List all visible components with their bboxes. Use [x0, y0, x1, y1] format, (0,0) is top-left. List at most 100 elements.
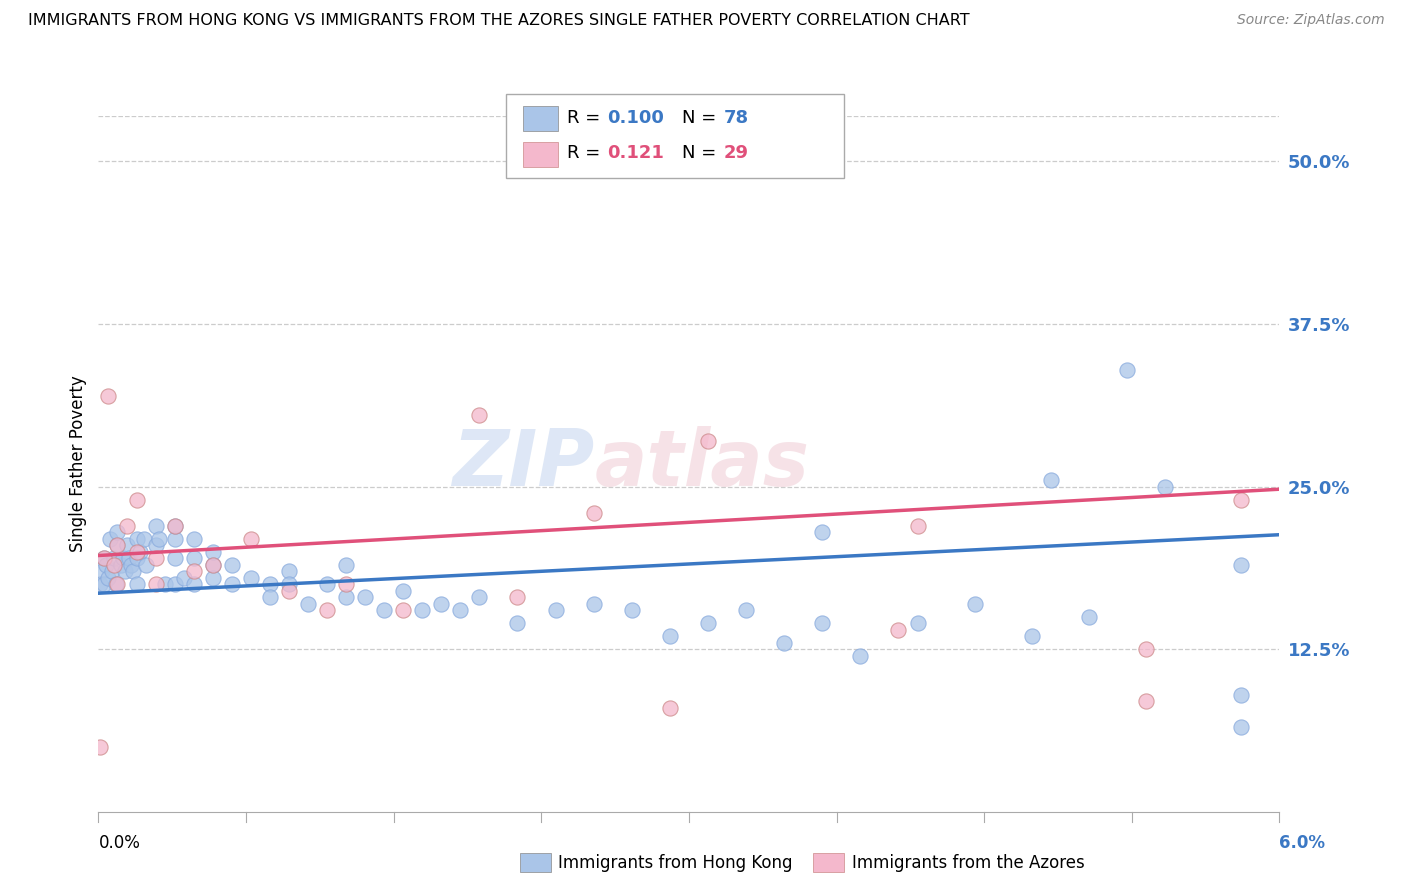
Point: [107, 525, 129, 540]
Point: [1154, 480, 1177, 494]
Point: [201, 558, 224, 572]
Point: [1039, 473, 1062, 487]
Text: N =: N =: [682, 145, 716, 162]
Point: [107, 577, 129, 591]
Point: [183, 577, 205, 591]
Point: [112, 551, 135, 566]
Point: [1135, 694, 1157, 708]
Point: [335, 558, 357, 572]
Point: [97, 388, 120, 402]
Point: [148, 532, 170, 546]
Point: [183, 564, 205, 578]
Point: [449, 603, 471, 617]
Text: ZIP: ZIP: [453, 425, 595, 502]
Point: [125, 544, 148, 558]
Point: [1021, 629, 1043, 643]
Text: 29: 29: [724, 145, 749, 162]
Point: [259, 577, 281, 591]
Point: [104, 577, 127, 591]
Point: [103, 551, 125, 566]
Point: [887, 623, 910, 637]
Point: [100, 564, 122, 578]
Point: [94, 558, 117, 572]
Text: 78: 78: [724, 109, 749, 127]
Point: [620, 603, 643, 617]
Point: [468, 408, 491, 422]
Point: [811, 616, 834, 631]
Point: [1230, 720, 1253, 734]
Text: N =: N =: [682, 109, 716, 127]
Point: [163, 532, 186, 546]
Point: [120, 558, 142, 572]
Point: [125, 577, 148, 591]
Point: [277, 583, 299, 598]
Point: [110, 558, 132, 572]
Point: [135, 558, 157, 572]
Point: [221, 577, 243, 591]
Point: [907, 616, 929, 631]
Point: [98, 532, 121, 546]
Point: [1230, 688, 1253, 702]
Point: [183, 532, 205, 546]
Point: [506, 590, 529, 604]
Point: [163, 518, 186, 533]
Point: [93, 551, 115, 566]
Point: [544, 603, 567, 617]
Point: [773, 635, 796, 649]
Point: [316, 603, 339, 617]
Point: [145, 551, 167, 566]
Point: [277, 564, 299, 578]
Point: [1078, 609, 1101, 624]
Point: [239, 532, 262, 546]
Point: [121, 564, 143, 578]
Point: [430, 597, 453, 611]
Point: [411, 603, 433, 617]
Point: [335, 590, 357, 604]
Point: [97, 571, 120, 585]
Point: [335, 577, 357, 591]
Point: [658, 629, 681, 643]
Point: [963, 597, 986, 611]
Point: [658, 700, 681, 714]
Text: Source: ZipAtlas.com: Source: ZipAtlas.com: [1237, 13, 1385, 28]
Point: [373, 603, 395, 617]
Point: [239, 571, 262, 585]
Point: [145, 577, 167, 591]
Point: [129, 544, 152, 558]
Point: [163, 551, 186, 566]
Point: [183, 551, 205, 566]
Text: 0.0%: 0.0%: [98, 834, 141, 852]
Point: [134, 532, 156, 546]
Point: [107, 538, 129, 552]
Point: [103, 558, 125, 572]
Point: [114, 564, 136, 578]
Point: [468, 590, 491, 604]
Point: [163, 577, 186, 591]
Point: [735, 603, 758, 617]
Point: [907, 518, 929, 533]
Point: [1230, 492, 1253, 507]
Text: R =: R =: [567, 145, 606, 162]
Point: [115, 518, 138, 533]
Point: [1135, 642, 1157, 657]
Text: Immigrants from Hong Kong: Immigrants from Hong Kong: [558, 854, 793, 871]
Point: [297, 597, 319, 611]
Point: [93, 577, 115, 591]
Point: [125, 492, 148, 507]
Point: [125, 532, 148, 546]
Point: [145, 538, 167, 552]
Text: 0.121: 0.121: [607, 145, 664, 162]
Point: [153, 577, 176, 591]
Point: [91, 564, 114, 578]
Text: IMMIGRANTS FROM HONG KONG VS IMMIGRANTS FROM THE AZORES SINGLE FATHER POVERTY CO: IMMIGRANTS FROM HONG KONG VS IMMIGRANTS …: [28, 13, 970, 29]
Point: [118, 551, 141, 566]
Point: [849, 648, 872, 663]
Point: [93, 551, 115, 566]
Y-axis label: Single Father Poverty: Single Father Poverty: [69, 376, 87, 552]
Point: [89, 577, 111, 591]
Point: [201, 544, 224, 558]
Point: [1230, 558, 1253, 572]
Text: Immigrants from the Azores: Immigrants from the Azores: [852, 854, 1085, 871]
Text: R =: R =: [567, 109, 606, 127]
Point: [201, 558, 224, 572]
